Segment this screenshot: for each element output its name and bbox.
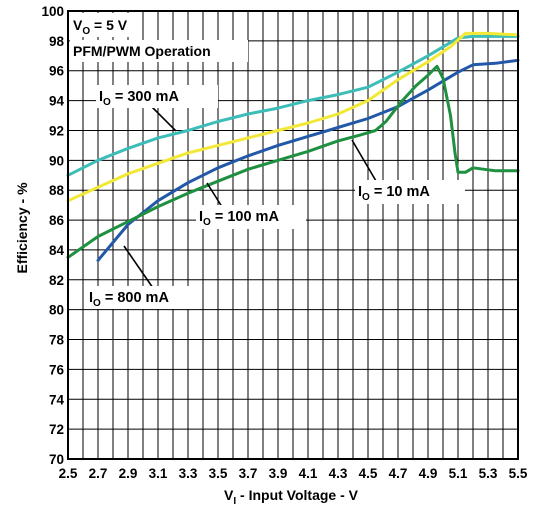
- callout-300-leader: [151, 106, 177, 132]
- x-axis-title-sub: I: [233, 496, 236, 507]
- x-tick-label: 4.7: [389, 466, 408, 481]
- y-tick-label: 96: [49, 64, 65, 79]
- x-tick-label: 5.5: [509, 466, 528, 481]
- y-tick-label: 70: [49, 452, 64, 467]
- callout-10-bg: [355, 180, 465, 204]
- series-line-3: [66, 64, 520, 259]
- callout-800-label: IO = 800 mA: [89, 290, 169, 309]
- y-axis-title: Efficiency - %: [14, 182, 30, 274]
- callout-100-label: IO = 100 mA: [199, 209, 279, 228]
- callout-800-bg: [86, 286, 198, 309]
- y-tick-label: 98: [49, 34, 65, 49]
- y-tick-label: 78: [49, 333, 65, 348]
- x-tick-label: 3.9: [269, 466, 288, 481]
- callout-300-bg: [96, 85, 218, 108]
- y-tick-label: 74: [49, 392, 65, 407]
- y-tick-label: 72: [49, 422, 64, 437]
- y-tick-label: 86: [49, 213, 65, 228]
- y-tick-label: 100: [41, 4, 64, 19]
- x-tick-label: 3.7: [239, 466, 258, 481]
- y-tick-label: 84: [49, 243, 65, 258]
- tick-labels: 2.5 2.7 2.9 3.1 3.3 3.5 3.7 3.9 4.1 4.3 4.5 4.7 4.9 5…: [41, 4, 527, 481]
- x-axis-title: VI - Input Voltage - V: [224, 487, 359, 507]
- note-mode-bg: [70, 40, 248, 62]
- y-tick-label: 76: [49, 362, 65, 377]
- series-line-2: [96, 58, 520, 262]
- callout-800-leader: [123, 245, 154, 289]
- note-vout: VO = 5 V: [73, 17, 128, 37]
- plot-frame: [67, 10, 519, 460]
- x-tick-label: 2.5: [59, 466, 78, 481]
- callout-10-label: IO = 10 mA: [358, 184, 430, 203]
- callout-300-label: IO = 300 mA: [99, 89, 179, 108]
- callout-10-leader: [351, 139, 377, 182]
- x-tick-label: 3.5: [209, 466, 228, 481]
- x-tick-label: 2.7: [89, 466, 108, 481]
- y-tick-label: 88: [49, 183, 65, 198]
- y-tick-label: 82: [49, 273, 64, 288]
- callout-100-bg: [196, 205, 306, 229]
- x-tick-label: 5.1: [449, 466, 468, 481]
- x-tick-label: 4.5: [359, 466, 378, 481]
- y-tick-label: 80: [49, 303, 64, 318]
- y-tick-label: 90: [49, 153, 64, 168]
- x-tick-label: 3.3: [179, 466, 198, 481]
- series-layer: [66, 31, 520, 262]
- series-line-1: [66, 31, 520, 203]
- x-tick-label: 5.3: [479, 466, 498, 481]
- note-vout-bg: [70, 13, 134, 37]
- x-axis-title-main: V: [224, 487, 234, 503]
- x-tick-label: 4.9: [419, 466, 438, 481]
- x-tick-label: 4.1: [299, 466, 318, 481]
- x-tick-label: 2.9: [119, 466, 138, 481]
- note-mode: PFM/PWM Operation: [73, 43, 211, 59]
- y-tick-label: 94: [49, 94, 65, 109]
- y-tick-label: 92: [49, 123, 64, 138]
- x-tick-label: 3.1: [149, 466, 168, 481]
- x-tick-label: 4.3: [329, 466, 348, 481]
- x-axis-title-rest: - Input Voltage - V: [236, 487, 359, 503]
